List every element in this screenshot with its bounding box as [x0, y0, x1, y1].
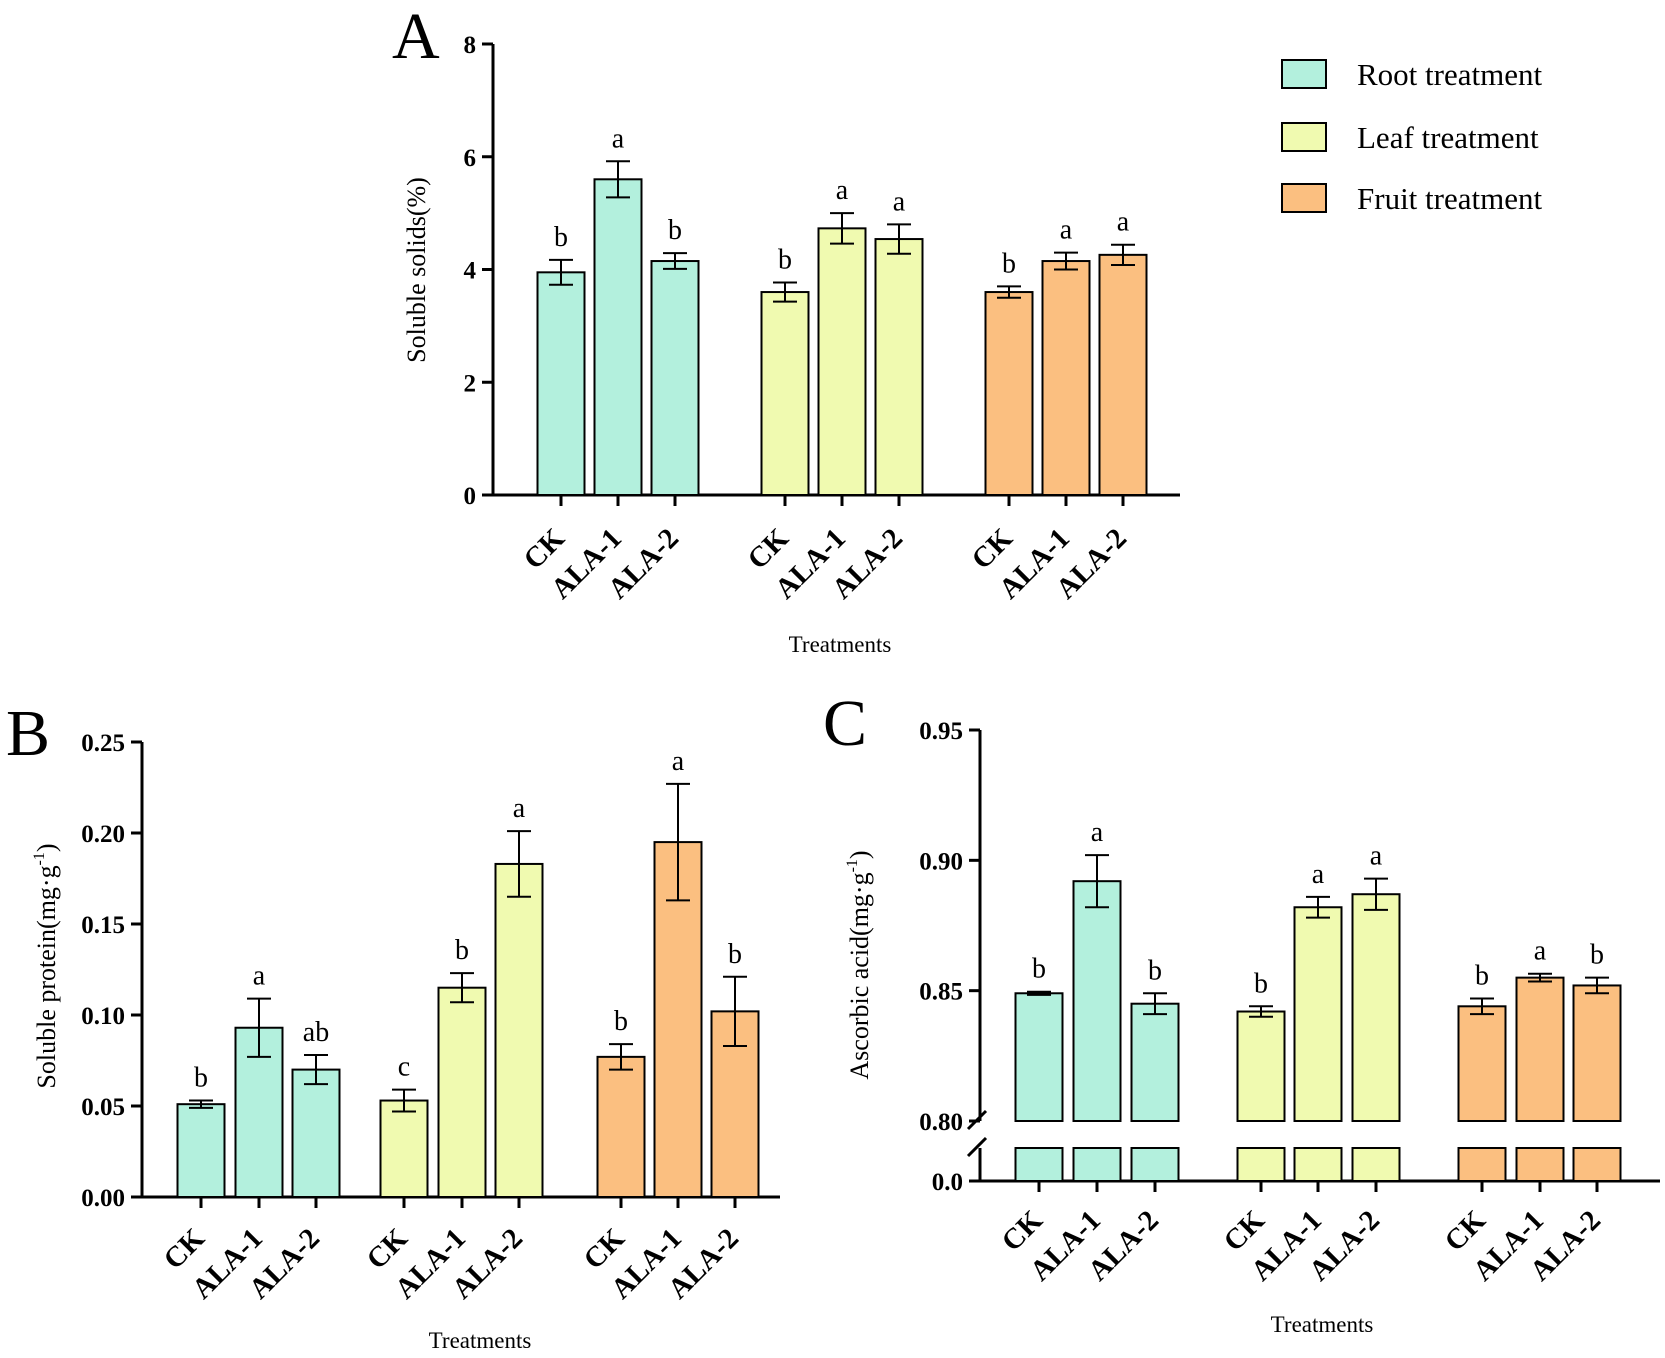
x-axis-title: Treatments: [429, 1328, 532, 1353]
y-tick-label: 0.10: [81, 1003, 125, 1030]
y-tick-label: 2: [464, 370, 477, 397]
significance-letter: b: [1475, 960, 1489, 991]
significance-letter: b: [1590, 940, 1604, 971]
y-axis-title: Soluble protein(mg·g-1): [31, 843, 61, 1088]
y-tick-label: 0.15: [81, 912, 125, 939]
bar: [1014, 992, 1064, 1122]
legend-swatch: [1281, 122, 1327, 152]
y-axis-title: Soluble solids(%): [402, 177, 431, 363]
x-axis-title: Treatments: [1271, 1312, 1374, 1337]
y-tick-label: 0.85: [919, 979, 963, 1006]
bar: [1236, 1010, 1286, 1123]
significance-letter: b: [614, 1006, 628, 1037]
bar: [874, 238, 924, 496]
significance-letter: a: [1370, 841, 1383, 872]
significance-letter: a: [612, 123, 625, 154]
significance-letter: a: [253, 961, 266, 992]
bar-lower-segment: [1515, 1147, 1565, 1182]
panel-letter: A: [392, 0, 440, 73]
bar: [1457, 1005, 1507, 1122]
significance-letter: a: [836, 175, 849, 206]
bar: [379, 1099, 429, 1199]
panel-c-chart: C Ascorbic acid(mg·g-1) 0.80 0.85 0.90 0.95 0.…: [823, 687, 1660, 1337]
significance-letter: b: [778, 244, 792, 275]
y-tick-label: 0.00: [81, 1185, 125, 1212]
x-axis-title: Treatments: [789, 632, 892, 657]
y-tick-label: 8: [464, 32, 477, 59]
y-tick-label: 0.20: [81, 821, 125, 848]
y-tick-label: 0.25: [81, 730, 125, 757]
significance-letter: b: [1148, 955, 1162, 986]
significance-letter: b: [1032, 954, 1046, 985]
bar: [1293, 906, 1343, 1123]
significance-letter: b: [1002, 248, 1016, 279]
y-tick-label: 0.80: [919, 1109, 963, 1136]
bar: [1041, 260, 1091, 497]
significance-letter: a: [893, 186, 906, 217]
bar: [437, 986, 487, 1199]
bar-lower-segment: [1572, 1147, 1622, 1182]
legend-swatch: [1281, 59, 1327, 89]
y-tick-label: 6: [464, 145, 477, 172]
bar: [536, 271, 586, 496]
legend-label: Leaf treatment: [1357, 120, 1539, 155]
significance-letter: a: [1091, 817, 1104, 848]
significance-letter: b: [194, 1063, 208, 1094]
bar-lower-segment: [1293, 1147, 1343, 1182]
panel-letter: C: [823, 687, 867, 760]
bar: [1130, 1002, 1180, 1123]
bar: [1351, 893, 1401, 1122]
bar: [1072, 880, 1122, 1122]
y-tick-label: 0.05: [81, 1094, 125, 1121]
bar: [984, 291, 1034, 496]
bar: [291, 1068, 341, 1198]
bar-lower-segment: [1457, 1147, 1507, 1182]
panel-b-chart: B Soluble protein(mg·g-1) 0.00 0.05 0.10 0.15…: [6, 697, 780, 1353]
significance-letter: b: [668, 215, 682, 246]
bar: [1572, 984, 1622, 1122]
y-tick-label: 4: [464, 258, 477, 285]
axis-break-mark: [966, 1109, 988, 1131]
bar-lower-segment: [1072, 1147, 1122, 1182]
significance-letter: c: [398, 1052, 410, 1083]
significance-letter: b: [1254, 968, 1268, 999]
panel-letter: B: [6, 697, 50, 770]
bar: [650, 260, 700, 497]
significance-letter: a: [1534, 936, 1547, 967]
y-tick-label: 0.90: [919, 848, 963, 875]
axis-break-mark: [966, 1136, 988, 1158]
legend: Root treatment Leaf treatment Fruit treatm…: [1281, 57, 1542, 216]
y-axis-title: Ascorbic acid(mg·g-1): [844, 850, 874, 1079]
significance-letter: a: [513, 793, 526, 824]
legend-label: Root treatment: [1357, 57, 1542, 92]
bar: [176, 1103, 226, 1199]
significance-letter: a: [672, 746, 685, 777]
bar: [1515, 976, 1565, 1123]
significance-letter: ab: [303, 1017, 329, 1048]
y-tick-label: 0.95: [919, 718, 963, 745]
bar: [494, 862, 544, 1198]
bar: [1098, 253, 1148, 496]
y-tick-label: 0: [464, 483, 477, 510]
bar: [593, 178, 643, 497]
significance-letter: a: [1060, 215, 1073, 246]
y-tick-label: 0.0: [932, 1169, 963, 1196]
bar: [596, 1055, 646, 1198]
significance-letter: a: [1117, 207, 1130, 238]
legend-label: Fruit treatment: [1357, 181, 1542, 216]
significance-letter: b: [554, 222, 568, 253]
significance-letter: a: [1312, 859, 1325, 890]
significance-letter: b: [728, 939, 742, 970]
significance-letter: b: [455, 935, 469, 966]
bar: [760, 291, 810, 496]
bar-lower-segment: [1351, 1147, 1401, 1182]
legend-swatch: [1281, 183, 1327, 213]
bar-lower-segment: [1130, 1147, 1180, 1182]
bar-lower-segment: [1236, 1147, 1286, 1182]
bar-lower-segment: [1014, 1147, 1064, 1182]
bar: [817, 227, 867, 496]
